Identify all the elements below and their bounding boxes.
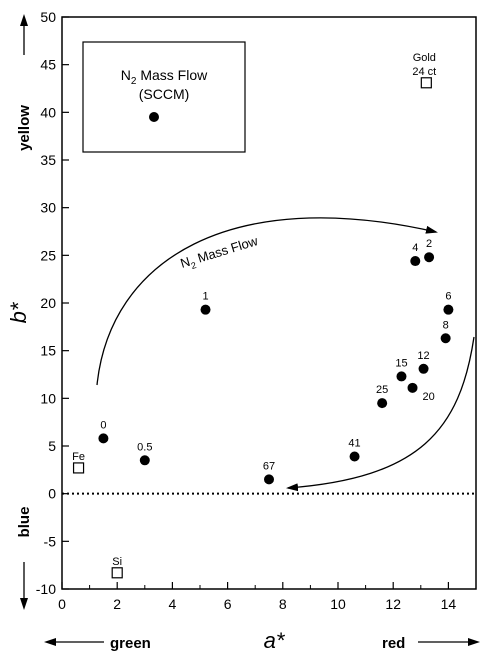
data-point bbox=[396, 371, 407, 382]
data-point-label: 2 bbox=[426, 238, 432, 250]
data-point bbox=[200, 304, 211, 315]
y-tick-label: 30 bbox=[40, 200, 56, 216]
x-tick-label: 0 bbox=[58, 596, 66, 612]
flow-arrow-label: N2 Mass Flow bbox=[178, 233, 260, 274]
data-point bbox=[139, 455, 150, 466]
data-point-label: 41 bbox=[348, 437, 360, 449]
reference-point-label: 24 ct bbox=[412, 66, 436, 78]
y-tick-label: 15 bbox=[40, 343, 56, 359]
data-point-label: 12 bbox=[417, 350, 429, 362]
y-tick-label: 20 bbox=[40, 295, 56, 311]
data-point bbox=[440, 333, 451, 344]
data-point-label: 6 bbox=[445, 291, 451, 303]
data-point bbox=[443, 304, 454, 315]
data-point bbox=[98, 433, 109, 444]
reference-point bbox=[111, 567, 123, 579]
x-tick-label: 14 bbox=[441, 596, 457, 612]
y-tick-label: 35 bbox=[40, 152, 56, 168]
flow-label-sub: 2 bbox=[190, 260, 198, 271]
legend-title: N2 Mass Flow bbox=[121, 67, 208, 87]
y-tick-label: -10 bbox=[36, 581, 56, 597]
blue-arrow-head bbox=[20, 598, 28, 610]
flow-label-main: N bbox=[178, 254, 191, 271]
legend-unit: (SCCM) bbox=[139, 86, 190, 102]
data-point-label: 67 bbox=[263, 460, 275, 472]
y-tick-label: 50 bbox=[40, 9, 56, 25]
data-point bbox=[418, 363, 429, 374]
red-arrow-head bbox=[468, 638, 480, 646]
y-tick-label: 0 bbox=[48, 486, 56, 502]
data-point-label: 20 bbox=[423, 391, 435, 403]
data-point bbox=[407, 382, 418, 393]
data-point-label: 15 bbox=[395, 357, 407, 369]
reference-point-label: Gold bbox=[413, 52, 436, 64]
data-point bbox=[424, 252, 435, 263]
data-point bbox=[377, 398, 388, 409]
y-tick-label: 25 bbox=[40, 247, 56, 263]
blue-direction-label: blue bbox=[16, 507, 33, 538]
reference-point bbox=[420, 77, 432, 89]
y-tick-label: 10 bbox=[40, 390, 56, 406]
data-point-label: 4 bbox=[412, 242, 418, 254]
plot-frame bbox=[61, 16, 477, 590]
data-point bbox=[349, 451, 360, 462]
data-point bbox=[264, 474, 274, 485]
data-point bbox=[410, 256, 421, 267]
legend-title-main: N bbox=[121, 67, 131, 83]
data-point-label: 0.5 bbox=[137, 441, 152, 453]
green-direction-label: green bbox=[110, 635, 151, 652]
direction-arrows bbox=[20, 14, 480, 646]
legend-marker bbox=[149, 112, 159, 122]
x-tick-label: 10 bbox=[330, 596, 346, 612]
reference-point-label: Si bbox=[112, 556, 122, 568]
legend-box bbox=[82, 41, 246, 153]
data-point-label: 8 bbox=[443, 319, 449, 331]
legend-title-rest: Mass Flow bbox=[136, 67, 208, 83]
yellow-direction-label: yellow bbox=[16, 105, 33, 151]
x-tick-label: 12 bbox=[385, 596, 401, 612]
y-tick-label: 40 bbox=[40, 104, 56, 120]
reference-point-label: Fe bbox=[72, 451, 85, 463]
reference-point bbox=[72, 462, 85, 474]
yellow-arrow-head bbox=[20, 14, 28, 26]
flow-arrow-lower bbox=[286, 336, 475, 492]
y-tick-label: 5 bbox=[48, 438, 56, 454]
green-arrow-head bbox=[44, 638, 56, 646]
y-axis-title: b* bbox=[6, 301, 31, 323]
x-tick-label: 8 bbox=[279, 596, 287, 612]
legend-title-sub: 2 bbox=[131, 76, 137, 87]
x-tick-label: 6 bbox=[224, 596, 232, 612]
x-tick-label: 4 bbox=[169, 596, 177, 612]
data-point-label: 1 bbox=[202, 291, 208, 303]
flow-label-rest: Mass Flow bbox=[192, 233, 260, 267]
red-direction-label: red bbox=[382, 635, 405, 652]
legend: N2 Mass Flow (SCCM) bbox=[82, 41, 246, 153]
x-axis-title: a* bbox=[264, 628, 286, 653]
y-tick-label: 45 bbox=[40, 57, 56, 73]
x-tick-label: 2 bbox=[113, 596, 121, 612]
data-point-label: 25 bbox=[376, 384, 388, 396]
data-point-label: 0 bbox=[100, 419, 106, 431]
flow-arrow-upper bbox=[96, 217, 438, 386]
y-tick-label: -5 bbox=[44, 533, 57, 549]
